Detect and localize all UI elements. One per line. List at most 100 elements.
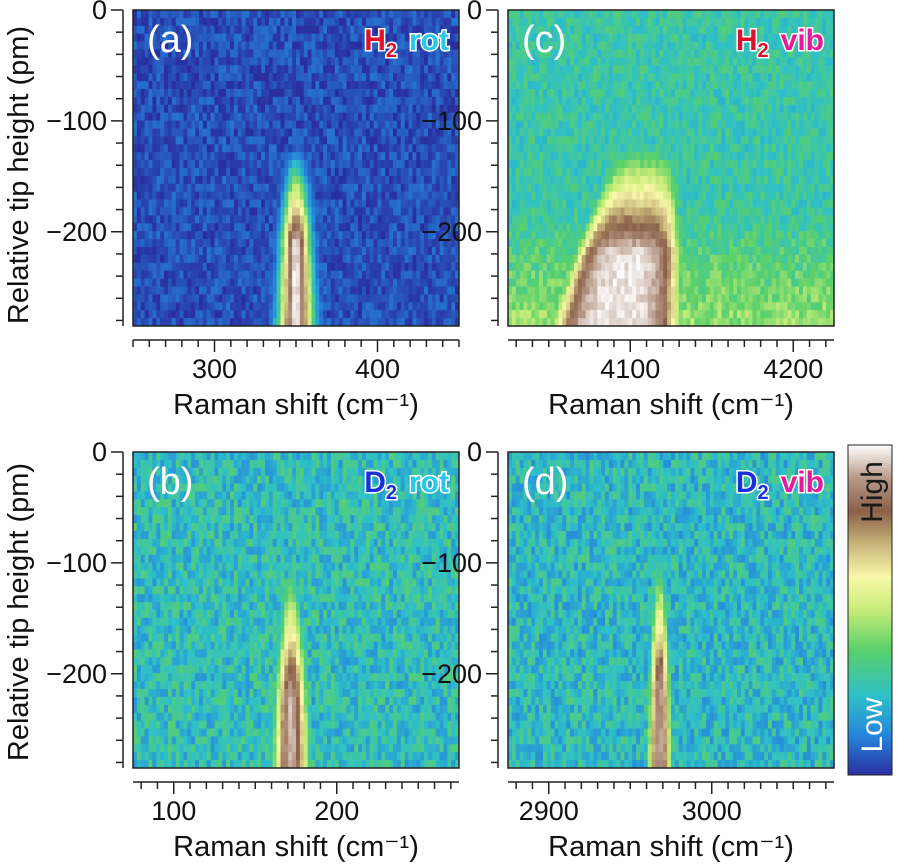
heatmap-cell	[439, 302, 445, 311]
heatmap-cell	[698, 128, 703, 137]
heatmap-cell	[783, 96, 789, 106]
heatmap-cell	[393, 199, 398, 209]
heatmap-cell	[226, 89, 231, 98]
heatmap-cell	[373, 73, 379, 82]
heatmap-cell	[369, 33, 375, 43]
heatmap-cell	[261, 25, 266, 35]
heatmap-cell	[396, 41, 402, 51]
heatmap-cell	[539, 73, 544, 82]
heatmap-cell	[319, 41, 324, 51]
heatmap-cell	[323, 73, 328, 82]
heatmap-cell	[783, 49, 789, 58]
heatmap-cell	[381, 104, 386, 114]
heatmap-cell	[531, 112, 536, 122]
heatmap-cell	[431, 144, 437, 153]
heatmap-cell	[427, 104, 433, 114]
heatmap-cell	[385, 310, 390, 319]
heatmap-cell	[218, 120, 223, 130]
heatmap-cell	[253, 207, 258, 216]
heatmap-cell	[202, 112, 208, 122]
heatmap-cell	[334, 65, 340, 74]
heatmap-cell	[365, 57, 371, 66]
heatmap-cell	[350, 310, 355, 319]
heatmap-cell	[214, 104, 219, 114]
heatmap-cell	[272, 128, 278, 137]
heatmap-cell	[717, 10, 723, 19]
heatmap-cell	[237, 57, 243, 66]
heatmap-cell	[198, 104, 204, 114]
heatmap-cell	[288, 262, 293, 272]
heatmap-cell	[171, 104, 177, 114]
heatmap-cell	[276, 168, 282, 177]
heatmap-cell	[439, 231, 445, 240]
heatmap-cell	[636, 152, 641, 161]
heatmap-cell	[775, 49, 781, 58]
heatmap-cell	[156, 310, 161, 319]
heatmap-cell	[257, 120, 262, 130]
heatmap-cell	[361, 278, 367, 288]
heatmap-cell	[389, 294, 394, 303]
heatmap-cell	[179, 294, 185, 303]
heatmap-cell	[725, 65, 730, 74]
heatmap-cell	[748, 73, 754, 82]
heatmap-cell	[690, 25, 695, 35]
heatmap-cell	[160, 183, 165, 193]
heatmap-cell	[365, 175, 371, 185]
heatmap-cell	[412, 239, 417, 248]
heatmap-cell	[148, 207, 153, 216]
heatmap-cell	[249, 183, 254, 193]
heatmap-cell	[257, 278, 262, 288]
heatmap-cell	[416, 136, 421, 145]
heatmap-cell	[311, 57, 316, 66]
heatmap-cell	[439, 318, 445, 326]
heatmap-cell	[736, 49, 742, 58]
heatmap-cell	[628, 65, 633, 74]
heatmap-cell	[546, 57, 552, 66]
heatmap-cell	[187, 25, 192, 35]
heatmap-cell	[327, 175, 332, 185]
heatmap-cell	[191, 239, 196, 248]
heatmap-cell	[705, 81, 711, 90]
heatmap-cell	[443, 152, 448, 161]
heatmap-cell	[222, 144, 227, 153]
heatmap-cell	[179, 41, 185, 51]
heatmap-cell	[284, 120, 289, 130]
heatmap-cell	[451, 262, 456, 272]
heatmap-cell	[752, 33, 757, 43]
heatmap-cell	[171, 65, 177, 74]
heatmap-cell	[408, 247, 414, 256]
heatmap-cell	[365, 112, 371, 122]
heatmap-cell	[404, 112, 410, 122]
heatmap-cell	[389, 191, 394, 201]
heatmap-cell	[404, 231, 410, 240]
heatmap-cell	[550, 25, 556, 35]
heatmap-cell	[249, 96, 254, 106]
heatmap-cell	[377, 152, 382, 161]
heatmap-cell	[581, 104, 587, 114]
heatmap-cell	[338, 278, 344, 288]
heatmap-cell	[346, 104, 351, 114]
heatmap-cell	[381, 191, 386, 201]
heatmap-cell	[709, 49, 715, 58]
heatmap-cell	[585, 128, 591, 137]
heatmap-cell	[268, 270, 274, 280]
heatmap-cell	[311, 96, 316, 106]
heatmap-cell	[222, 168, 227, 177]
heatmap-cell	[385, 278, 390, 288]
heatmap-cell	[377, 247, 382, 256]
heatmap-cell	[550, 152, 556, 161]
heatmap-cell	[377, 231, 382, 240]
heatmap-cell	[183, 144, 188, 153]
heatmap-cell	[350, 41, 355, 51]
heatmap-cell	[515, 73, 521, 82]
heatmap-cell	[346, 152, 351, 161]
heatmap-cell	[678, 104, 684, 114]
heatmap-cell	[152, 247, 157, 256]
heatmap-cell	[744, 96, 750, 106]
heatmap-cell	[455, 294, 459, 303]
heatmap-cell	[230, 104, 235, 114]
heatmap-cell	[202, 17, 208, 27]
heatmap-cell	[133, 223, 138, 232]
heatmap-cell	[705, 112, 711, 122]
heatmap-cell	[342, 294, 348, 303]
